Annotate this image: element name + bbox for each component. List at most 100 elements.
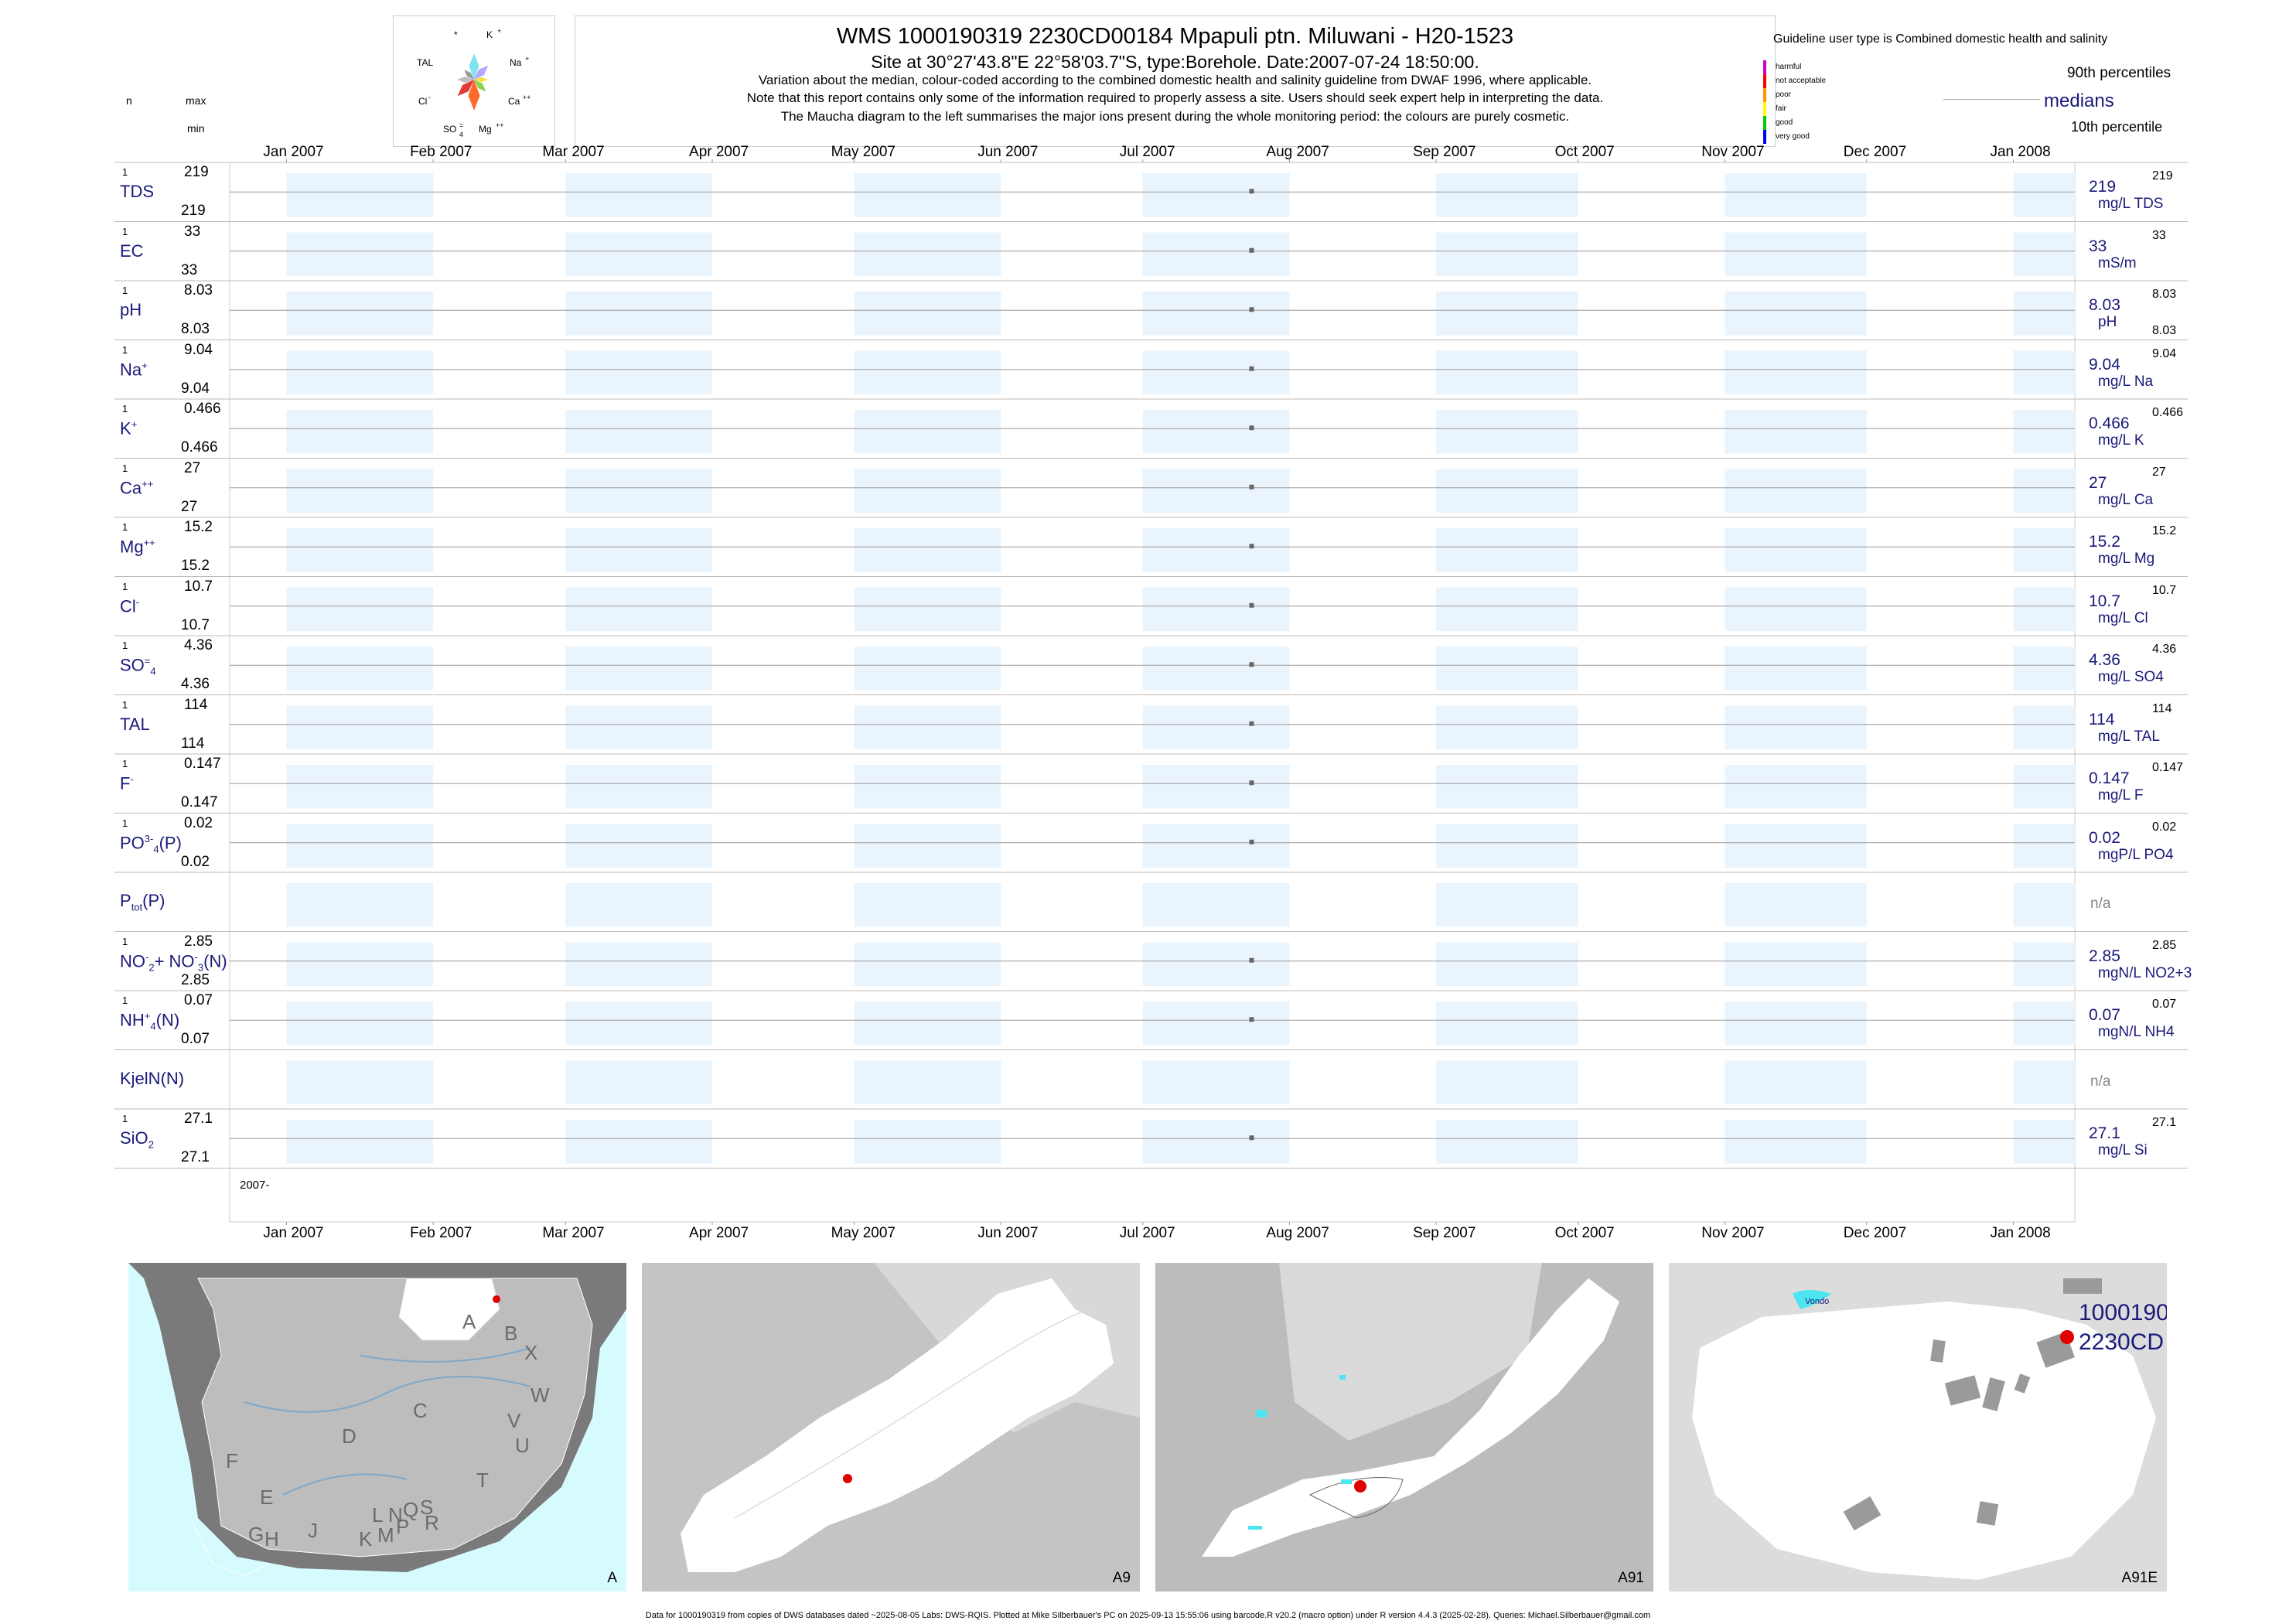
- month-band: [286, 469, 434, 513]
- maucha-petal: [474, 77, 488, 83]
- row-parameter-name: PO3-4(P): [120, 832, 182, 855]
- row-min: 8.03: [181, 321, 210, 337]
- map-region-label: J: [308, 1519, 318, 1542]
- row-n: 1: [122, 462, 128, 474]
- month-band: [1725, 528, 1867, 572]
- data-point: [1249, 366, 1254, 371]
- row-min: 9.04: [181, 380, 210, 397]
- guideline-text: Guideline user type is Combined domestic…: [1773, 32, 2108, 46]
- data-point: [1249, 1135, 1254, 1141]
- row-min: 2.85: [181, 971, 210, 988]
- month-band: [1725, 292, 1867, 336]
- month-band: [1436, 1120, 1578, 1164]
- row-median-na: n/a: [2090, 896, 2111, 912]
- map-region-label: D: [342, 1424, 357, 1448]
- month-band: [854, 410, 1001, 454]
- month-band: [854, 173, 1001, 217]
- month-band: [1142, 587, 1290, 631]
- data-point: [1249, 1017, 1254, 1022]
- x-tick-label-bottom: Jun 2007: [977, 1225, 1039, 1241]
- legend-class-label: good: [1776, 118, 1793, 127]
- month-band: [1725, 824, 1867, 868]
- maucha-label-star: *: [454, 29, 458, 40]
- maucha-petal: [469, 53, 479, 80]
- month-band: [1725, 587, 1867, 631]
- legend-class-label: very good: [1776, 132, 1810, 141]
- row-median: 0.02: [2089, 828, 2120, 847]
- month-band: [1142, 528, 1290, 572]
- year-label: 2007-: [240, 1179, 270, 1192]
- row-unit: mgP/L PO4: [2098, 846, 2174, 863]
- x-tick-label-top: Aug 2007: [1266, 144, 1329, 160]
- month-band: [854, 824, 1001, 868]
- row-min: 219: [181, 203, 206, 219]
- map-region-label: M: [377, 1523, 394, 1547]
- data-point: [1249, 957, 1254, 963]
- row-p90: 10.7: [2152, 583, 2177, 597]
- month-band: [854, 350, 1001, 394]
- row-min: 0.147: [181, 794, 218, 810]
- row-min: 10.7: [181, 616, 210, 633]
- row-median: 2.85: [2089, 947, 2120, 965]
- x-tick-label-top: Mar 2007: [542, 144, 605, 160]
- legend-class-label: harmful: [1776, 63, 1802, 71]
- month-band: [286, 350, 434, 394]
- month-band: [565, 292, 713, 336]
- site-marker-a9: [843, 1474, 852, 1483]
- maucha-petal: [468, 80, 480, 111]
- legend-color-swatch: [1763, 116, 1766, 130]
- month-band: [1725, 647, 1867, 691]
- maucha-label-tal: TAL: [417, 57, 433, 68]
- month-band: [1142, 350, 1290, 394]
- row-unit: mg/L Ca: [2098, 491, 2154, 508]
- note-line-3: The Maucha diagram to the left summarise…: [780, 109, 1570, 124]
- row-parameter-name: NO-2+ NO-3(N): [120, 950, 227, 974]
- map-panel-a9: A9: [642, 1263, 1140, 1592]
- data-point: [1249, 544, 1254, 549]
- month-band: [286, 1060, 434, 1104]
- map-region-label: T: [476, 1469, 489, 1492]
- svg-text:++: ++: [496, 121, 504, 129]
- x-tick-label-bottom: Oct 2007: [1554, 1225, 1615, 1241]
- month-band: [2013, 528, 2075, 572]
- map-site-label-2: 2230CD: [2079, 1329, 2165, 1355]
- maucha-label-mg: Mg: [479, 124, 492, 135]
- data-point: [1249, 307, 1254, 312]
- row-max: 27.1: [184, 1111, 213, 1127]
- month-band: [1436, 765, 1578, 809]
- month-band: [1142, 765, 1290, 809]
- month-band: [565, 883, 713, 927]
- row-p90: 219: [2152, 169, 2173, 183]
- legend-color-swatch: [1763, 74, 1766, 88]
- guideline-legend: harmful not acceptable poor fair good very go…: [1763, 60, 1856, 144]
- x-tick-label-bottom: Mar 2007: [542, 1225, 605, 1241]
- row-n: 1: [122, 403, 128, 415]
- x-tick-label-bottom: Dec 2007: [1843, 1225, 1907, 1241]
- month-band: [1142, 232, 1290, 276]
- svg-text:++: ++: [523, 94, 531, 101]
- month-band: [2013, 173, 2075, 217]
- site-marker-a: [493, 1295, 500, 1303]
- month-band: [2013, 1120, 2075, 1164]
- row-min: 15.2: [181, 558, 210, 574]
- maucha-diagram-box: * K + TAL Na + Cl - Ca ++ SO = 4 Mg ++: [393, 15, 555, 147]
- month-band: [1436, 824, 1578, 868]
- row-min: 4.36: [181, 676, 210, 692]
- row-n: 1: [122, 225, 128, 237]
- x-tick-label-top: Apr 2007: [689, 144, 749, 160]
- maucha-label-so4: SO: [443, 124, 456, 135]
- row-n: 1: [122, 640, 128, 651]
- month-band: [2013, 232, 2075, 276]
- month-band: [854, 232, 1001, 276]
- site-line: Site at 30°27'43.8"E 22°58'03.7"S, type:…: [871, 52, 1479, 72]
- map-site-label-1: 1000190: [2079, 1300, 2167, 1325]
- x-tick-label-top: Dec 2007: [1843, 144, 1907, 160]
- row-max: 4.36: [184, 637, 213, 653]
- maucha-petal: [464, 70, 474, 80]
- month-band: [1436, 469, 1578, 513]
- data-point: [1249, 780, 1254, 786]
- month-band: [565, 469, 713, 513]
- row-median: 219: [2089, 178, 2117, 196]
- row-parameter-name: F-: [120, 773, 134, 793]
- month-band: [1725, 1120, 1867, 1164]
